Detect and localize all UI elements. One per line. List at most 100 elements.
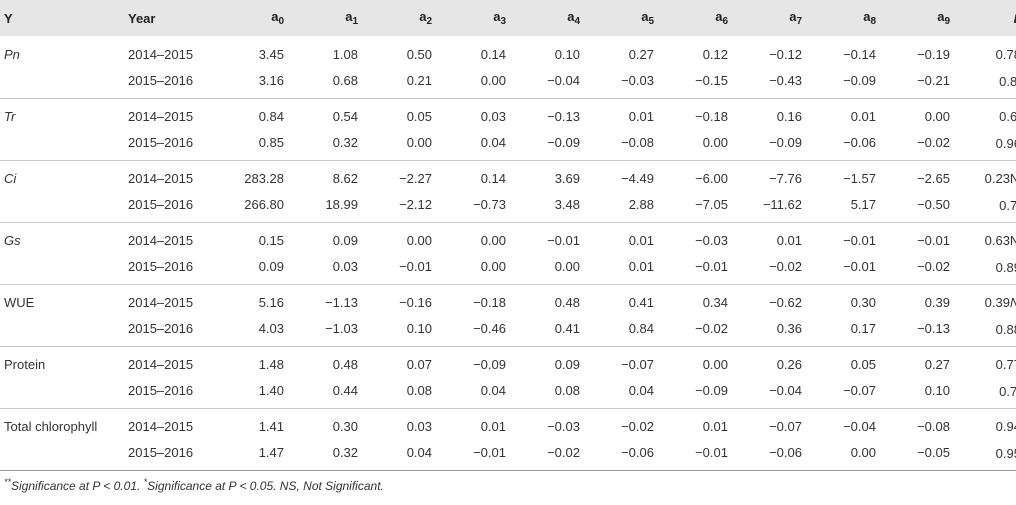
coefficient-cell: −0.06 <box>592 440 666 471</box>
coefficient-cell: −4.49 <box>621 170 654 186</box>
coefficient-cell: 0.32 <box>296 440 370 471</box>
coefficient-cell: 0.01 <box>592 254 666 285</box>
coefficient-cell: −11.62 <box>740 192 814 223</box>
variable-label <box>0 440 128 471</box>
coefficient-cell: −0.05 <box>888 440 962 471</box>
coefficient-cell: 3.16 <box>222 68 296 99</box>
coefficient-cell: −0.07 <box>621 356 654 372</box>
variable-label <box>0 316 128 347</box>
year-cell: 2014–2015 <box>128 418 194 434</box>
variable-label <box>0 192 128 223</box>
coefficient-cell: −0.19 <box>917 46 950 62</box>
coefficient-cell: −0.01 <box>444 440 518 471</box>
coefficient-cell: 0.84 <box>258 108 284 124</box>
r2-value: 0.94 <box>995 419 1016 435</box>
coefficient-cell: −0.09 <box>518 130 592 161</box>
header-coef: a3 <box>444 0 518 36</box>
coefficient-cell: 5.16 <box>258 294 284 310</box>
coefficient-cell: −0.09 <box>740 130 814 161</box>
coefficient-cell: 5.17 <box>814 192 888 223</box>
coefficient-cell: −0.21 <box>888 68 962 99</box>
coefficient-cell: 0.14 <box>480 170 506 186</box>
coefficient-cell: −0.04 <box>740 378 814 409</box>
coefficient-cell: −0.07 <box>814 378 888 409</box>
coefficient-cell: 0.00 <box>444 254 518 285</box>
coefficient-cell: −0.73 <box>444 192 518 223</box>
coefficient-cell: 0.48 <box>332 356 358 372</box>
coefficient-cell: −0.15 <box>666 68 740 99</box>
coefficient-cell: −2.12 <box>370 192 444 223</box>
coefficient-cell: 1.40 <box>222 378 296 409</box>
r2-cell: 0.77** <box>962 346 1016 378</box>
r2-value: 0.77 <box>995 357 1016 373</box>
coefficient-cell: 0.01 <box>628 108 654 124</box>
r2-ns-label: NS <box>1010 295 1016 310</box>
r2-value: 0.96 <box>995 135 1016 151</box>
r2-cell: 0.78** <box>962 36 1016 68</box>
r2-value: 0.95 <box>995 445 1016 461</box>
variable-label: Protein <box>4 356 46 372</box>
table-row: Gs 2014–2015 0.15 0.09 0.00 0.00 −0.01 0.01 −0.0… <box>0 222 1016 254</box>
coefficient-cell: 0.01 <box>702 418 728 434</box>
coefficient-cell: 0.21 <box>370 68 444 99</box>
r2-cell: 0.89* <box>962 68 1016 99</box>
coefficient-cell: −0.01 <box>843 232 876 248</box>
r2-value: 0.63NS <box>984 232 1016 248</box>
year-cell: 2014–2015 <box>128 108 194 124</box>
coefficient-cell: −2.27 <box>399 170 432 186</box>
coefficient-cell: −0.06 <box>740 440 814 471</box>
coefficient-cell: 0.01 <box>628 232 654 248</box>
coefficient-cell: −0.12 <box>769 46 802 62</box>
regression-coefficients-table: Y Year a0 a1 a2 a3 a4 a5 a6 a7 a8 a9 R2 … <box>0 0 1016 471</box>
coefficient-cell: −7.05 <box>666 192 740 223</box>
coefficient-cell: 0.41 <box>518 316 592 347</box>
coefficient-cell: −0.04 <box>843 418 876 434</box>
header-r2: R2 <box>962 0 1016 36</box>
coefficient-cell: −0.18 <box>695 108 728 124</box>
coefficient-cell: −0.46 <box>444 316 518 347</box>
coefficient-cell: 0.01 <box>850 108 876 124</box>
coefficient-cell: −1.13 <box>325 294 358 310</box>
header-coef: a4 <box>518 0 592 36</box>
table-row: 2015–2016 1.47 0.32 0.04 −0.01 −0.02 −0.06 −0.0… <box>0 440 1016 471</box>
coefficient-cell: −0.01 <box>917 232 950 248</box>
coefficient-cell: −0.02 <box>518 440 592 471</box>
year-cell: 2015–2016 <box>128 254 222 285</box>
coefficient-cell: 2.88 <box>592 192 666 223</box>
coefficient-cell: −0.62 <box>769 294 802 310</box>
r2-value: 0.74 <box>999 197 1016 213</box>
coefficient-cell: 266.80 <box>222 192 296 223</box>
coefficient-cell: 0.41 <box>628 294 654 310</box>
coefficient-cell: 0.04 <box>370 440 444 471</box>
table-header-row: Y Year a0 a1 a2 a3 a4 a5 a6 a7 a8 a9 R2 <box>0 0 1016 36</box>
coefficient-cell: 0.03 <box>296 254 370 285</box>
variable-label <box>0 378 128 409</box>
coefficient-cell: −0.01 <box>814 254 888 285</box>
variable-label <box>0 68 128 99</box>
coefficient-cell: 0.16 <box>776 108 802 124</box>
coefficient-cell: 283.28 <box>244 170 284 186</box>
coefficient-cell: −2.65 <box>917 170 950 186</box>
r2-value: 0.23NS <box>984 170 1016 186</box>
coefficient-cell: −0.50 <box>888 192 962 223</box>
coefficient-cell: −0.08 <box>592 130 666 161</box>
coefficient-cell: −0.07 <box>769 418 802 434</box>
table-row: WUE 2014–2015 5.16 −1.13 −0.16 −0.18 0.48 0.41 0… <box>0 284 1016 316</box>
variable-label <box>0 130 128 161</box>
coefficient-cell: 0.00 <box>814 440 888 471</box>
coefficient-cell: −0.02 <box>621 418 654 434</box>
r2-cell: 0.23NS <box>962 160 1016 192</box>
regression-table-container: Y Year a0 a1 a2 a3 a4 a5 a6 a7 a8 a9 R2 … <box>0 0 1016 471</box>
table-row: 2015–2016 4.03 −1.03 0.10 −0.46 0.41 0.84 −0.02… <box>0 316 1016 347</box>
r2-value: 0.89 <box>999 73 1016 89</box>
year-cell: 2015–2016 <box>128 378 222 409</box>
coefficient-cell: 0.39 <box>924 294 950 310</box>
coefficient-cell: 0.30 <box>850 294 876 310</box>
coefficient-cell: 1.41 <box>258 418 284 434</box>
coefficient-cell: 0.54 <box>332 108 358 124</box>
coefficient-cell: −0.08 <box>917 418 950 434</box>
year-cell: 2015–2016 <box>128 316 222 347</box>
coefficient-cell: −0.01 <box>370 254 444 285</box>
table-row: 2015–2016 0.85 0.32 0.00 0.04 −0.09 −0.08 0.00−… <box>0 130 1016 161</box>
r2-cell: 0.96** <box>962 130 1016 161</box>
